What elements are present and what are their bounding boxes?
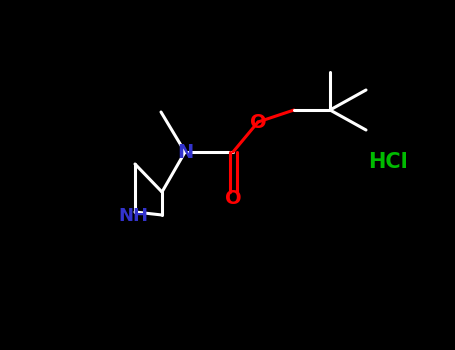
Text: O: O <box>250 112 266 132</box>
Text: NH: NH <box>118 207 148 225</box>
Text: HCl: HCl <box>368 152 408 172</box>
Text: O: O <box>225 189 241 208</box>
Text: N: N <box>177 142 193 161</box>
